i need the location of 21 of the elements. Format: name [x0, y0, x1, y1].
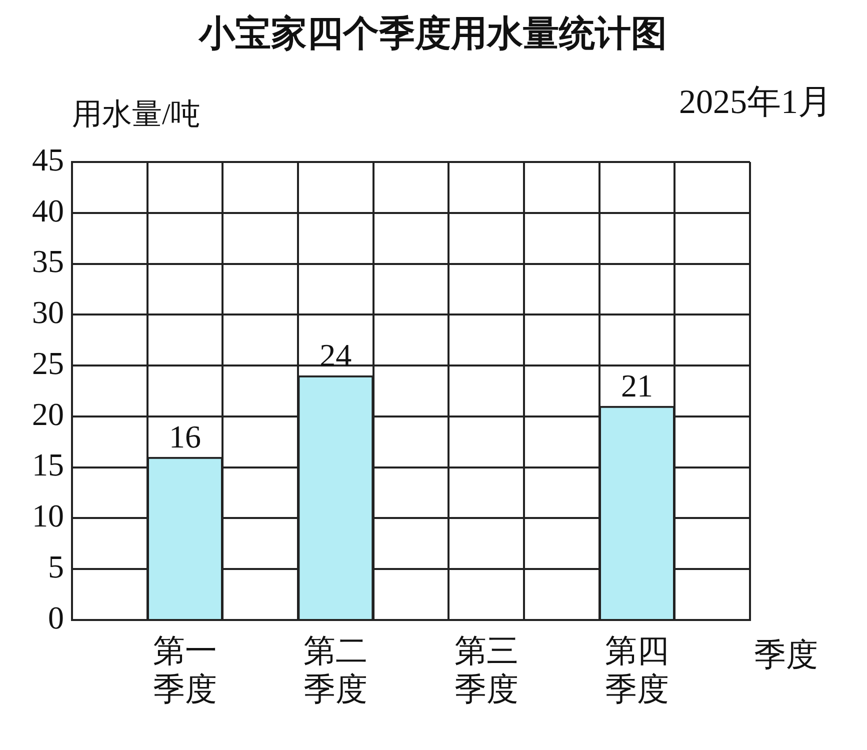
- y-tick-label: 40: [32, 192, 64, 228]
- y-tick-label: 0: [48, 599, 64, 636]
- x-tick-label: 第四季度: [605, 632, 669, 708]
- data-label: 24: [320, 337, 352, 374]
- chart-title: 小宝家四个季度用水量统计图: [198, 13, 667, 54]
- y-tick-label: 5: [48, 548, 64, 585]
- y-tick-label: 20: [32, 396, 64, 432]
- x-tick-label: 第一 季度: [153, 632, 217, 708]
- data-label: 16: [169, 418, 201, 455]
- x-axis-title: 季度: [754, 636, 818, 672]
- text: 2025年1月: [679, 84, 832, 121]
- y-tick-label: 45: [32, 141, 64, 178]
- y-tick-label: 15: [32, 446, 64, 483]
- y-tick-label: 10: [32, 498, 64, 534]
- x-tick-label: 第三季度: [454, 632, 518, 708]
- y-tick-label: 25: [32, 344, 64, 381]
- data-label: 21: [621, 368, 653, 404]
- y-tick-label: 35: [32, 243, 64, 280]
- y-axis-title: 用水量/吨: [72, 98, 200, 131]
- y-tick-label: 30: [32, 294, 64, 330]
- x-tick-label: 第二季度: [304, 632, 368, 708]
